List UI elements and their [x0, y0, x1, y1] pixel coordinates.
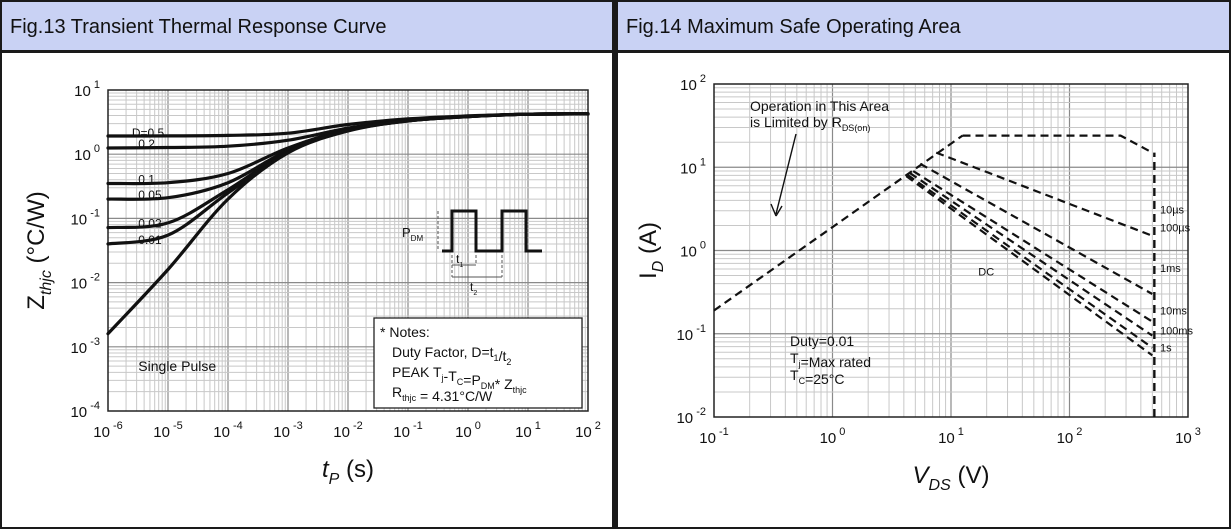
notes-frame — [373, 317, 583, 409]
area-note-line: Operation in This Area — [750, 98, 889, 114]
arrow-head-icon — [770, 203, 783, 217]
series-label: 1s — [1160, 343, 1172, 355]
series-label: DC — [978, 266, 994, 278]
notes-line: * Notes: — [380, 324, 430, 340]
conditions-line: Duty=0.01 — [790, 333, 854, 349]
x-axis-label: VDS (V) — [913, 462, 990, 494]
y-tick-label: 10 0 — [680, 240, 706, 261]
y-tick-label: 10 2 — [680, 73, 706, 94]
plot-frame — [107, 89, 589, 412]
series-label: 100ms — [1160, 325, 1194, 337]
y-tick-label: 10 -1 — [676, 323, 706, 344]
x-tick-label: 10 -5 — [153, 420, 183, 441]
x-axis-label: tP (s) — [322, 456, 374, 488]
x-tick-label: 10 -6 — [93, 420, 123, 441]
conditions-line: TC=25°C — [790, 367, 845, 387]
left-panel-title: Fig.13 Transient Thermal Response Curve — [2, 2, 612, 53]
x-tick-label: 10 0 — [455, 420, 481, 441]
x-tick-label: 10 -1 — [393, 420, 423, 441]
series-line-1ms — [919, 162, 1153, 295]
series-label: D=0.5 — [132, 126, 165, 140]
rds-limit-line — [713, 134, 964, 312]
series-group — [713, 134, 1156, 417]
series-label: 10ms — [1160, 306, 1187, 318]
x-tick-label: 10 2 — [1057, 426, 1083, 447]
safe-operating-area-chart: 10 -1 10 0 10 1 10 2 10 310 210 110 010 -110… — [635, 73, 1201, 494]
y-axis-label: ID (A) — [635, 222, 667, 279]
series-line-single-pulse — [106, 112, 590, 336]
notes-line: Duty Factor, D=t1/t2 — [392, 344, 511, 367]
t1-label: t1 — [456, 252, 463, 269]
notes-line: PEAK Tj-TC=PDM* Zthjc — [392, 364, 527, 395]
y-tick-label: 10 1 — [74, 79, 100, 100]
x-tick-label: 10 1 — [515, 420, 541, 441]
x-tick-label: 10 -3 — [273, 420, 303, 441]
x-tick-label: 10 -2 — [333, 420, 363, 441]
y-tick-label: 10 0 — [74, 143, 100, 164]
series-line-1s — [906, 174, 1153, 349]
pulse-waveform-inset: PDM t1 t2 — [402, 209, 542, 297]
series-label: 0.2 — [138, 137, 155, 151]
thermal-response-chart: 10 -6 10 -5 10 -4 10 -3 10 -2 10 -1 10 0 10 1 10… — [23, 79, 601, 488]
series-line-dc — [905, 175, 1153, 357]
series-label: 0.02 — [138, 217, 162, 231]
left-panel: Fig.13 Transient Thermal Response Curve … — [2, 2, 612, 527]
x-tick-label: 10 0 — [820, 426, 846, 447]
series-label: 10µs — [1160, 205, 1185, 217]
series-label: 0.01 — [138, 233, 162, 247]
pdm-label: PDM — [402, 225, 423, 243]
series-line-100ms — [909, 172, 1153, 337]
y-tick-label: 10 -4 — [70, 400, 100, 421]
series-line-10-s — [962, 134, 1153, 154]
t2-label: t2 — [470, 280, 477, 297]
series-group — [106, 112, 590, 336]
plot-frame — [713, 83, 1189, 418]
x-tick-label: 10 -4 — [213, 420, 243, 441]
series-label: 100µs — [1160, 222, 1191, 234]
x-tick-label: 10 3 — [1175, 426, 1201, 447]
series-label: 1ms — [1160, 263, 1181, 275]
grid — [714, 84, 1188, 417]
series-label: 0.05 — [138, 188, 162, 202]
x-tick-label: 10 -1 — [699, 426, 729, 447]
pulse-waveform — [442, 209, 542, 253]
x-tick-label: 10 2 — [575, 420, 601, 441]
series-label: 0.1 — [138, 173, 155, 187]
right-panel-title: Fig.14 Maximum Safe Operating Area — [618, 2, 1229, 53]
y-axis-label: Zthjc (°C/W) — [23, 191, 55, 309]
y-tick-label: 10 -2 — [70, 272, 100, 293]
series-line-100-s — [935, 151, 1153, 237]
area-note-arrow — [775, 133, 797, 215]
y-tick-label: 10 1 — [680, 156, 706, 177]
area-note-line: is Limited by RDS(on) — [750, 114, 870, 133]
y-tick-label: 10 -2 — [676, 406, 706, 427]
right-panel: Fig.14 Maximum Safe Operating Area 10 -1… — [618, 2, 1229, 527]
y-tick-label: 10 -3 — [70, 336, 100, 357]
series-line-10ms — [912, 170, 1153, 323]
x-tick-label: 10 1 — [938, 426, 964, 447]
notes-line: Rthjc = 4.31°C/W — [392, 384, 493, 404]
y-tick-label: 10 -1 — [70, 207, 100, 228]
conditions-line: Tj=Max rated — [790, 350, 871, 370]
single-pulse-label: Single Pulse — [138, 358, 216, 374]
